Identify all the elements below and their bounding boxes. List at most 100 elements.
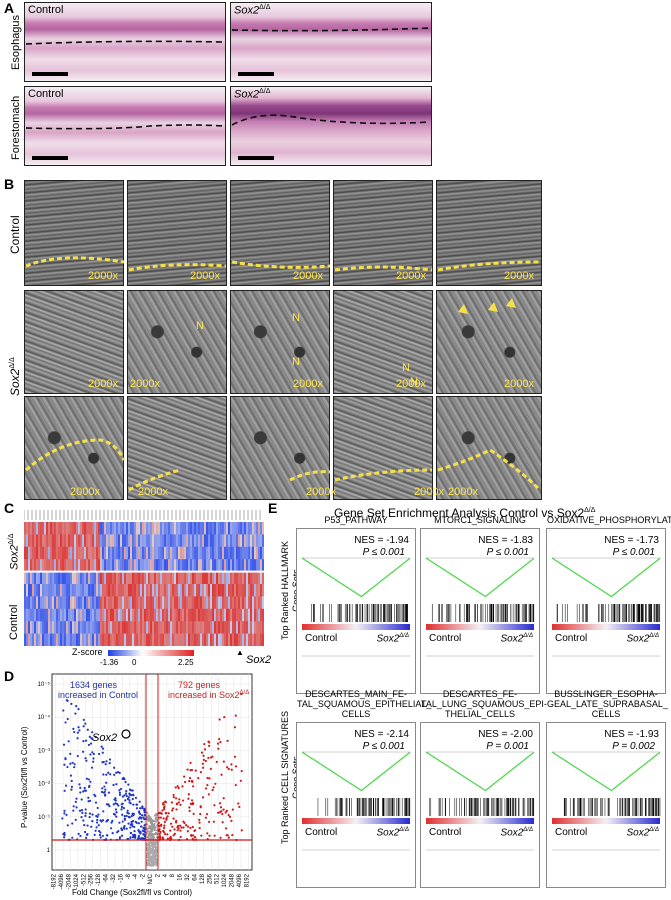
svg-text:1024: 1024: [222, 873, 228, 887]
svg-text:10⁻³: 10⁻³: [38, 748, 50, 754]
svg-text:-32: -32: [111, 873, 117, 882]
gsea-plot-2: MTORC1_SIGNALING NES = -1.83 P ≤ 0.001 Cont…: [420, 515, 540, 694]
b-control-em-5: [436, 180, 542, 286]
gsea-curve: [425, 557, 535, 657]
gsea-plot-1: P53_PATHWAY NES = -1.94 P ≤ 0.001 Control So…: [296, 515, 416, 694]
svg-text:-4: -4: [133, 873, 139, 879]
gsea-nes: NES = -1.94: [354, 535, 409, 546]
svg-text:-8: -8: [126, 873, 132, 879]
a-control-label-2: Control: [28, 88, 64, 100]
gsea-control-label: Control: [305, 633, 338, 644]
b-n-2: N: [292, 312, 300, 324]
svg-text:2: 2: [155, 873, 161, 877]
b-row-control: Control: [8, 215, 22, 254]
b-mag-4: 2000x: [396, 270, 426, 282]
b-control-em-2: [127, 180, 227, 286]
gsea-p: P ≤ 0.001: [362, 547, 405, 558]
gsea-p: P ≤ 0.001: [612, 547, 655, 558]
svg-text:4096: 4096: [237, 873, 243, 887]
gsea-p: P = 0.002: [612, 741, 655, 752]
svg-text:256: 256: [207, 873, 213, 884]
gsea-control-label: Control: [429, 827, 462, 838]
zscore-label: Z-score: [72, 647, 103, 657]
panel-e-label: E: [268, 500, 278, 516]
b-mag-12: 2000x: [138, 486, 168, 498]
zscore-max: 2.25: [178, 658, 194, 667]
scale-bar-4: [238, 156, 274, 160]
gsea-nes: NES = -2.00: [478, 729, 533, 740]
gsea-p: P ≤ 0.001: [486, 547, 529, 558]
b-mag-6: 2000x: [88, 378, 118, 390]
b-mutant-em-2: [127, 290, 227, 394]
gsea-control-label: Control: [555, 827, 588, 838]
b-mag-5: 2000x: [504, 270, 534, 282]
e-title: Gene Set Enrichment Analysis Control vs …: [334, 506, 596, 520]
b-mutant-em-1: [24, 290, 124, 394]
panel-d-label: D: [4, 668, 15, 684]
gsea-mutant-label: Sox2Δ/Δ: [500, 827, 533, 839]
panel-a-dashed-lines: [25, 27, 431, 130]
gsea-p: P = 0.001: [486, 741, 529, 752]
svg-text:-8192: -8192: [52, 873, 58, 889]
b-mag-2: 2000x: [190, 270, 220, 282]
zscore-min: -1.36: [100, 658, 119, 667]
b-mutant-em-10: [436, 396, 542, 500]
svg-text:4: 4: [163, 873, 169, 877]
b-control-em-1: [24, 180, 124, 286]
gsea-curve: [551, 557, 661, 657]
b-mag-1: 2000x: [88, 270, 118, 282]
a-mutant-label-2: Sox2Δ/Δ: [234, 88, 271, 101]
gsea-plot-5: DESCARTES_FE- TAL_LUNG_SQUAMOUS_EPI- THE…: [420, 689, 547, 888]
svg-text:64: 64: [192, 873, 198, 880]
b-mag-3: 2000x: [293, 270, 323, 282]
b-mag-9: 2000x: [396, 378, 426, 390]
d-right-text: increased in Sox2Δ/Δ: [168, 690, 250, 700]
svg-text:16: 16: [178, 873, 184, 880]
svg-text:-2: -2: [141, 873, 147, 879]
b-mutant-em-8: [230, 396, 330, 500]
gsea-title: DESCARTES_FE- TAL_LUNG_SQUAMOUS_EPI- THE…: [421, 689, 547, 719]
svg-text:N/C: N/C: [148, 873, 154, 884]
volcano-plot: -8192 -4096 -2048 -1024 -512 -256 -128 -64 -32 -1…: [38, 673, 253, 889]
esophagus-control-image: [24, 2, 226, 82]
gsea-mutant-label: Sox2Δ/Δ: [626, 827, 659, 839]
gsea-p: P ≤ 0.001: [362, 741, 405, 752]
panel-a-label: A: [4, 0, 15, 16]
panel-c-label: C: [4, 500, 15, 516]
svg-text:10⁻⁵: 10⁻⁵: [38, 681, 51, 688]
zscore-colorbar: [108, 650, 194, 656]
panel-b-label: B: [4, 176, 15, 192]
b-n-3: N: [292, 356, 300, 368]
forestomach-mutant-image: [230, 86, 432, 166]
gsea-nes: NES = -1.83: [478, 535, 533, 546]
b-n-1: N: [196, 320, 204, 332]
gsea-curve: [425, 751, 535, 851]
gsea-title: OXIDATIVE_PHOSPHORYLATION: [547, 515, 671, 525]
svg-text:10⁻¹: 10⁻¹: [38, 815, 50, 821]
gsea-nes: NES = -1.93: [604, 729, 659, 740]
svg-text:-16: -16: [118, 873, 124, 882]
gsea-control-label: Control: [555, 633, 588, 644]
scale-bar-1: [32, 72, 68, 76]
forestomach-control-image: [24, 86, 226, 166]
panel-b-dashed-lines: [25, 256, 542, 492]
gsea-mutant-label: Sox2Δ/Δ: [626, 633, 659, 645]
svg-text:1: 1: [47, 848, 51, 854]
b-mag-15: 2000x: [448, 486, 478, 498]
gsea-mutant-label: Sox2Δ/Δ: [376, 827, 409, 839]
a-mutant-label-1: Sox2Δ/Δ: [234, 4, 271, 17]
gsea-plot-6: BUSSLINGER_ESOPHA- GEAL_LATE_SUPRABASAL_…: [546, 689, 668, 888]
gsea-mutant-label: Sox2Δ/Δ: [376, 633, 409, 645]
gsea-plot-3: OXIDATIVE_PHOSPHORYLATION NES = -1.73P ≤ …: [546, 515, 671, 694]
d-right-count: 792 genes: [178, 680, 221, 690]
svg-text:8: 8: [170, 873, 176, 877]
c-gene-marker: ▲: [236, 648, 244, 657]
gsea-plot-4: DESCARTES_MAIN_FE- TAL_SQUAMOUS_EPITHELI…: [296, 689, 431, 888]
gsea-title: P53_PATHWAY: [324, 515, 388, 525]
svg-text:2048: 2048: [229, 873, 235, 887]
b-mutant-em-3: [230, 290, 330, 394]
svg-text:-2048: -2048: [67, 873, 73, 889]
svg-text:8192: 8192: [244, 873, 250, 887]
d-left-text: increased in Control: [58, 690, 139, 700]
svg-text:10⁻⁴: 10⁻⁴: [38, 714, 51, 721]
